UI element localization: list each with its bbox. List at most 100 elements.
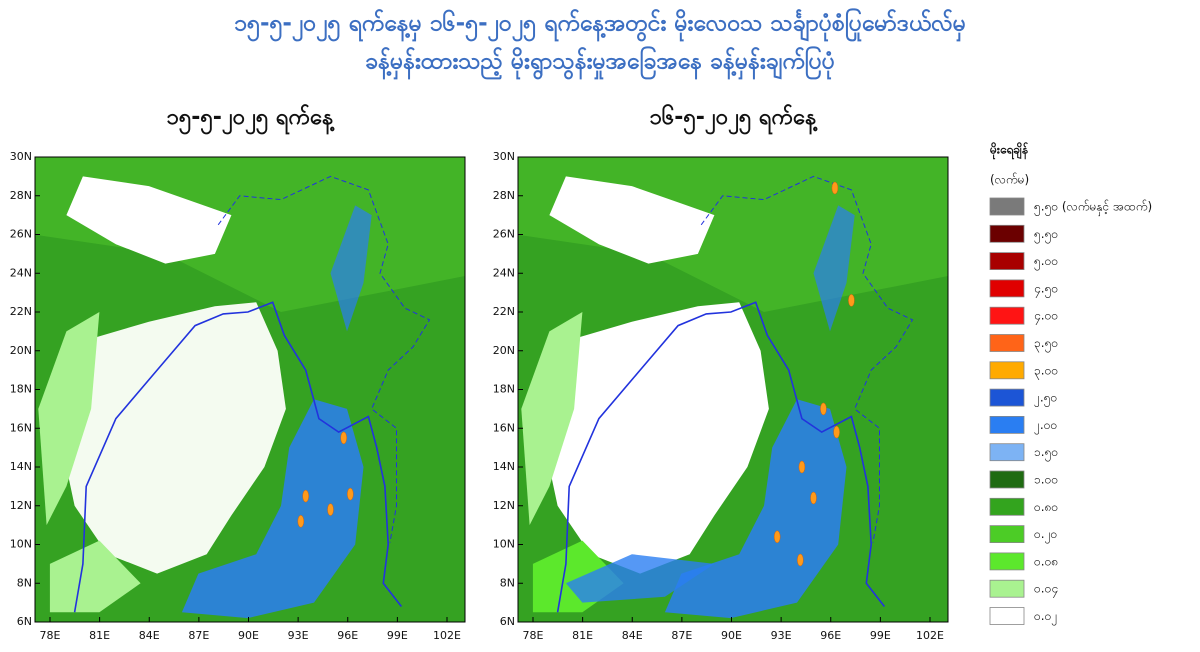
legend-label: ၅.၀၀ xyxy=(1034,254,1058,271)
dry-area xyxy=(58,302,286,574)
y-tick-label: 20N xyxy=(493,344,515,357)
coastline xyxy=(556,301,886,613)
y-tick-label: 22N xyxy=(10,305,32,318)
y-tick-label: 16N xyxy=(493,421,515,434)
y-tick-label: 28N xyxy=(493,189,515,202)
legend-label: ၄.၀၀ xyxy=(1034,309,1058,326)
heavy-rain-area xyxy=(330,205,372,332)
legend-swatch xyxy=(989,361,1025,380)
y-tick-label: 30N xyxy=(10,150,32,163)
x-tick-label: 96E xyxy=(820,629,841,642)
legend-swatch xyxy=(989,415,1025,434)
legend-swatch xyxy=(989,388,1025,407)
legend-swatch xyxy=(989,443,1025,462)
legend-swatch xyxy=(989,552,1025,571)
heavy-rain-spot xyxy=(340,431,347,445)
legend-label: ၀.၀၈ xyxy=(1034,554,1058,568)
y-tick-label: 28N xyxy=(10,189,32,202)
x-tick-label: 99E xyxy=(387,629,408,642)
dry-area xyxy=(66,176,232,264)
y-tick-label: 22N xyxy=(493,305,515,318)
rain-area xyxy=(49,540,141,613)
title-line: ခန့်မှန်းထားသည့် မိုးရွာသွန်းမှုအခြေအနေ … xyxy=(365,47,835,80)
legend-title: မိုးရေချိန် xyxy=(989,141,1029,161)
heavy-rain-spot xyxy=(347,487,354,501)
y-tick-label: 10N xyxy=(10,538,32,551)
map-panel xyxy=(35,157,465,622)
legend-unit: (လက်မ) xyxy=(990,172,1029,187)
heavy-rain-spot xyxy=(798,460,806,474)
legend-label: ၅.၅၀ xyxy=(1034,227,1058,244)
legend-swatch xyxy=(989,334,1025,352)
y-tick-label: 20N xyxy=(10,344,32,357)
title-line: ၁၅-၅-၂၀၂၅ ရက်နေ့မှ ၁၆-၅-၂၀၂၅ ရက်နေ့အတွင်… xyxy=(234,9,966,42)
y-tick-label: 26N xyxy=(493,228,515,241)
legend-swatch xyxy=(989,252,1025,271)
heavy-rain-spot xyxy=(297,515,305,528)
legend-label: ၀.၈၀ xyxy=(1034,500,1058,514)
legend-label: ၃.၀၀ xyxy=(1034,363,1058,380)
panel-title: ၁၅-၅-၂၀၂၅ ရက်နေ့ xyxy=(167,103,336,135)
x-tick-label: 78E xyxy=(40,629,61,642)
legend-swatch xyxy=(989,224,1025,243)
panel-title: ၁၆-၅-၂၀၂၅ ရက်နေ့ xyxy=(650,103,819,135)
rain-area xyxy=(521,312,583,526)
heavy-rain-area xyxy=(813,205,855,332)
y-tick-label: 24N xyxy=(10,266,32,279)
rain-area xyxy=(38,312,100,526)
x-tick-label: 78E xyxy=(523,629,544,642)
y-tick-label: 12N xyxy=(10,499,32,512)
x-tick-label: 87E xyxy=(671,629,692,642)
heavy-rain-spot xyxy=(773,530,781,544)
coastline xyxy=(73,301,403,613)
legend-label: ၅.၅၀ (လက်မနှင့် အထက်) xyxy=(1034,199,1152,217)
border xyxy=(217,175,431,543)
x-tick-label: 93E xyxy=(771,629,792,642)
border xyxy=(700,175,914,543)
heavy-rain-spot xyxy=(831,181,839,195)
legend-label: ၀.၂၀ xyxy=(1034,527,1057,544)
y-tick-label: 18N xyxy=(10,383,32,396)
legend-swatch xyxy=(989,197,1025,216)
legend-swatch xyxy=(989,525,1025,543)
heavy-rain-area xyxy=(181,399,364,619)
dry-area xyxy=(541,302,769,574)
y-tick-label: 6N xyxy=(500,615,515,628)
x-tick-label: 84E xyxy=(622,629,643,642)
y-tick-label: 14N xyxy=(10,460,32,473)
y-tick-label: 10N xyxy=(493,538,515,551)
legend-swatch xyxy=(989,279,1025,298)
x-tick-label: 102E xyxy=(433,629,461,642)
legend-swatch xyxy=(989,497,1025,516)
heavy-rain-spot xyxy=(302,489,309,503)
legend-label: ၁.၀၀ xyxy=(1034,473,1058,487)
y-tick-label: 14N xyxy=(493,460,515,473)
heavy-rain-spot xyxy=(810,491,817,505)
y-tick-label: 30N xyxy=(493,150,515,163)
y-tick-label: 26N xyxy=(10,228,32,241)
y-tick-label: 8N xyxy=(17,576,32,589)
legend-label: ၃.၅၀ xyxy=(1034,336,1058,353)
y-tick-label: 8N xyxy=(500,576,515,589)
y-tick-label: 6N xyxy=(17,615,32,628)
legend-label: ၀.၀၄ xyxy=(1034,582,1058,599)
x-tick-label: 96E xyxy=(337,629,358,642)
legend-label: ၂.၀၀ xyxy=(1034,418,1057,435)
heavy-rain-spot xyxy=(833,425,840,439)
heavy-rain-spot xyxy=(327,503,334,516)
heavy-rain-area xyxy=(565,554,715,603)
x-tick-label: 102E xyxy=(916,629,944,642)
legend-swatch xyxy=(989,607,1025,625)
legend-swatch xyxy=(989,306,1025,325)
legend-label: ၄.၅၀ xyxy=(1034,281,1058,298)
x-tick-label: 90E xyxy=(238,629,259,642)
y-tick-label: 18N xyxy=(493,383,515,396)
legend-swatch xyxy=(989,579,1025,598)
legend-label: ၂.၅၀ xyxy=(1034,391,1057,408)
heavy-rain-spot xyxy=(820,402,827,416)
x-tick-label: 93E xyxy=(288,629,309,642)
x-tick-label: 81E xyxy=(89,629,110,642)
dry-area xyxy=(549,176,715,264)
